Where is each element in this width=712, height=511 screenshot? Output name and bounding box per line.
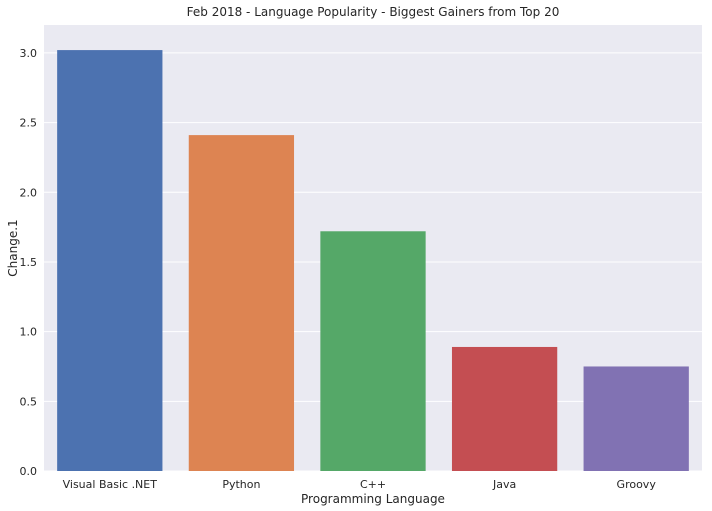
x-axis-ticks: Visual Basic .NET Python C++ Java Groovy bbox=[63, 478, 657, 491]
y-tick-label: 1.0 bbox=[20, 326, 38, 339]
y-tick-label: 3.0 bbox=[20, 47, 38, 60]
y-axis-label: Change.1 bbox=[6, 219, 20, 276]
bar bbox=[188, 135, 295, 471]
x-tick-label: Python bbox=[222, 478, 260, 491]
bar bbox=[451, 346, 558, 471]
bar bbox=[583, 366, 689, 471]
x-tick-label: C++ bbox=[360, 478, 386, 491]
y-tick-label: 0.5 bbox=[20, 395, 38, 408]
y-tick-label: 2.0 bbox=[20, 186, 38, 199]
x-tick-label: Visual Basic .NET bbox=[63, 478, 158, 491]
bar bbox=[320, 231, 426, 471]
x-axis-label: Programming Language bbox=[301, 492, 445, 506]
bars bbox=[57, 50, 689, 472]
y-tick-label: 2.5 bbox=[20, 117, 38, 130]
x-tick-label: Java bbox=[492, 478, 516, 491]
y-tick-label: 1.5 bbox=[20, 256, 38, 269]
bar bbox=[57, 50, 163, 472]
y-tick-label: 0.0 bbox=[20, 465, 38, 478]
x-tick-label: Groovy bbox=[617, 478, 657, 491]
y-axis-ticks: 0.0 0.5 1.0 1.5 2.0 2.5 3.0 bbox=[20, 47, 38, 478]
chart-title: Feb 2018 - Language Popularity - Biggest… bbox=[187, 5, 560, 19]
